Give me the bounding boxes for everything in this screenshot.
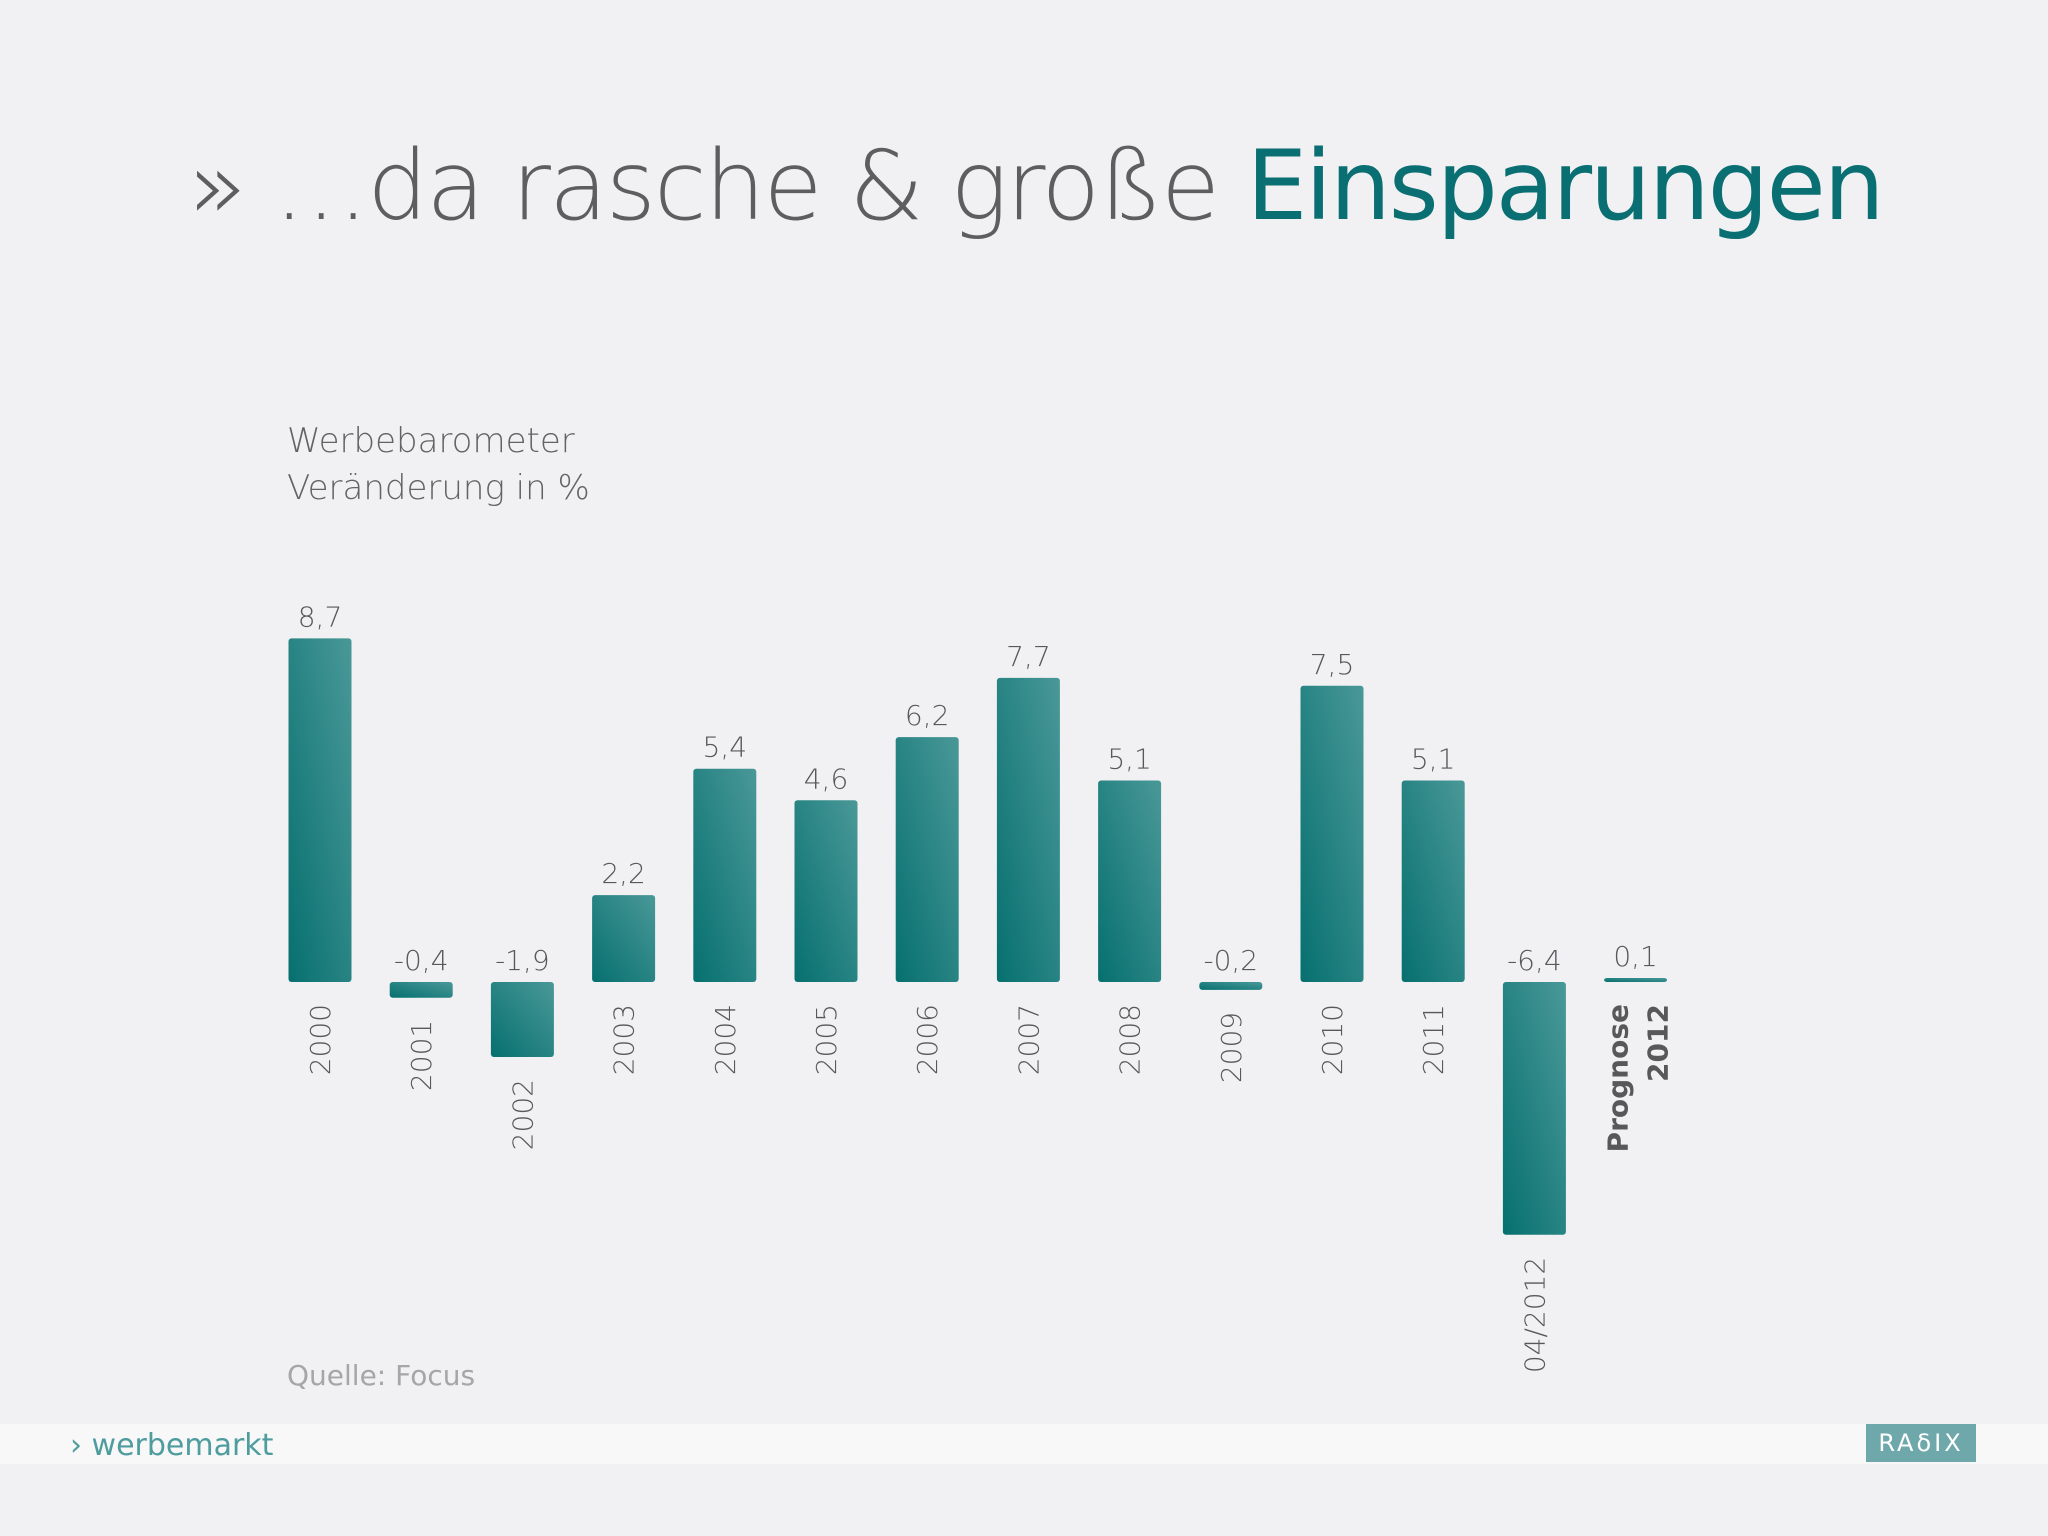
category-label-2009: 2009	[1215, 1012, 1248, 1083]
bar-2005	[794, 800, 858, 982]
category-label-2007: 2007	[1012, 1004, 1045, 1075]
chart-source: Quelle: Focus	[287, 1359, 476, 1392]
category-line-2000-0: 2000	[304, 1004, 337, 1075]
value-label-2004: 5,4	[703, 731, 748, 764]
category-label-2010: 2010	[1316, 1004, 1349, 1075]
chart-title: Werbebarometer	[287, 421, 575, 461]
category-line-2009-0: 2009	[1215, 1012, 1248, 1083]
category-line-2011-0: 2011	[1417, 1004, 1450, 1075]
value-label-2005: 4,6	[804, 762, 849, 795]
category-label-2003: 2003	[608, 1004, 641, 1075]
value-label-04-2012: -6,4	[1507, 944, 1562, 977]
footer-section-label: › werbemarkt	[70, 1428, 274, 1463]
category-line-prognose-2012-1: 2012	[1642, 1004, 1675, 1082]
footer-bar	[0, 1424, 2048, 1464]
bar-2000	[288, 638, 352, 982]
category-line-2007-0: 2007	[1012, 1004, 1045, 1075]
title-accent: Einsparungen	[1246, 130, 1885, 242]
chart-subtitle: Veränderung in %	[287, 468, 590, 508]
category-line-2002-0: 2002	[506, 1079, 539, 1150]
value-label-2008: 5,1	[1107, 743, 1152, 776]
value-label-2011: 5,1	[1411, 743, 1456, 776]
bar-2009	[1199, 982, 1263, 990]
bar-2001	[389, 982, 453, 998]
value-label-2007: 7,7	[1006, 640, 1051, 673]
page-title: » …da rasche & große Einsparungen	[188, 138, 1885, 234]
value-label-2002: -1,9	[495, 944, 550, 977]
value-label-2009: -0,2	[1203, 944, 1258, 977]
category-line-2006-0: 2006	[911, 1004, 944, 1075]
category-label-2006: 2006	[911, 1004, 944, 1075]
value-label-prognose-2012: 0,1	[1613, 940, 1658, 973]
value-label-2010: 7,5	[1310, 648, 1355, 681]
category-label-2002: 2002	[506, 1079, 539, 1150]
bar-2002	[490, 982, 554, 1058]
bar-04-2012	[1502, 982, 1566, 1235]
value-label-2003: 2,2	[601, 857, 646, 890]
bar-2011	[1401, 780, 1465, 982]
value-label-2000: 8,7	[298, 600, 343, 633]
bar-prognose-2012	[1604, 978, 1668, 982]
title-prefix: » …da rasche & große	[188, 130, 1247, 242]
bar-2010	[1300, 685, 1364, 982]
value-label-2001: -0,4	[394, 944, 449, 977]
category-label-2004: 2004	[709, 1004, 742, 1075]
category-line-2003-0: 2003	[608, 1004, 641, 1075]
category-line-2008-0: 2008	[1114, 1004, 1147, 1075]
bar-2004	[693, 768, 757, 982]
category-label-2005: 2005	[810, 1004, 843, 1075]
category-line-2010-0: 2010	[1316, 1004, 1349, 1075]
category-line-prognose-2012-0: Prognose	[1602, 1004, 1635, 1152]
category-label-2011: 2011	[1417, 1004, 1450, 1075]
value-label-2006: 6,2	[905, 699, 950, 732]
bar-2006	[895, 737, 959, 982]
category-line-2005-0: 2005	[810, 1004, 843, 1075]
category-label-prognose-2012: Prognose 2012	[1602, 1004, 1675, 1152]
category-line-2001-0: 2001	[405, 1020, 438, 1091]
category-line-2004-0: 2004	[709, 1004, 742, 1075]
category-line-04-2012-0: 04/2012	[1518, 1257, 1551, 1373]
radix-logo: RAδIX	[1866, 1424, 1976, 1462]
category-label-2000: 2000	[304, 1004, 337, 1075]
bar-2003	[592, 895, 656, 982]
category-label-2008: 2008	[1114, 1004, 1147, 1075]
chart-caption: Werbebarometer Veränderung in %	[287, 418, 590, 512]
bar-2008	[1098, 780, 1162, 982]
category-label-04-2012: 04/2012	[1518, 1257, 1551, 1373]
category-label-2001: 2001	[405, 1020, 438, 1091]
bar-2007	[996, 677, 1060, 982]
